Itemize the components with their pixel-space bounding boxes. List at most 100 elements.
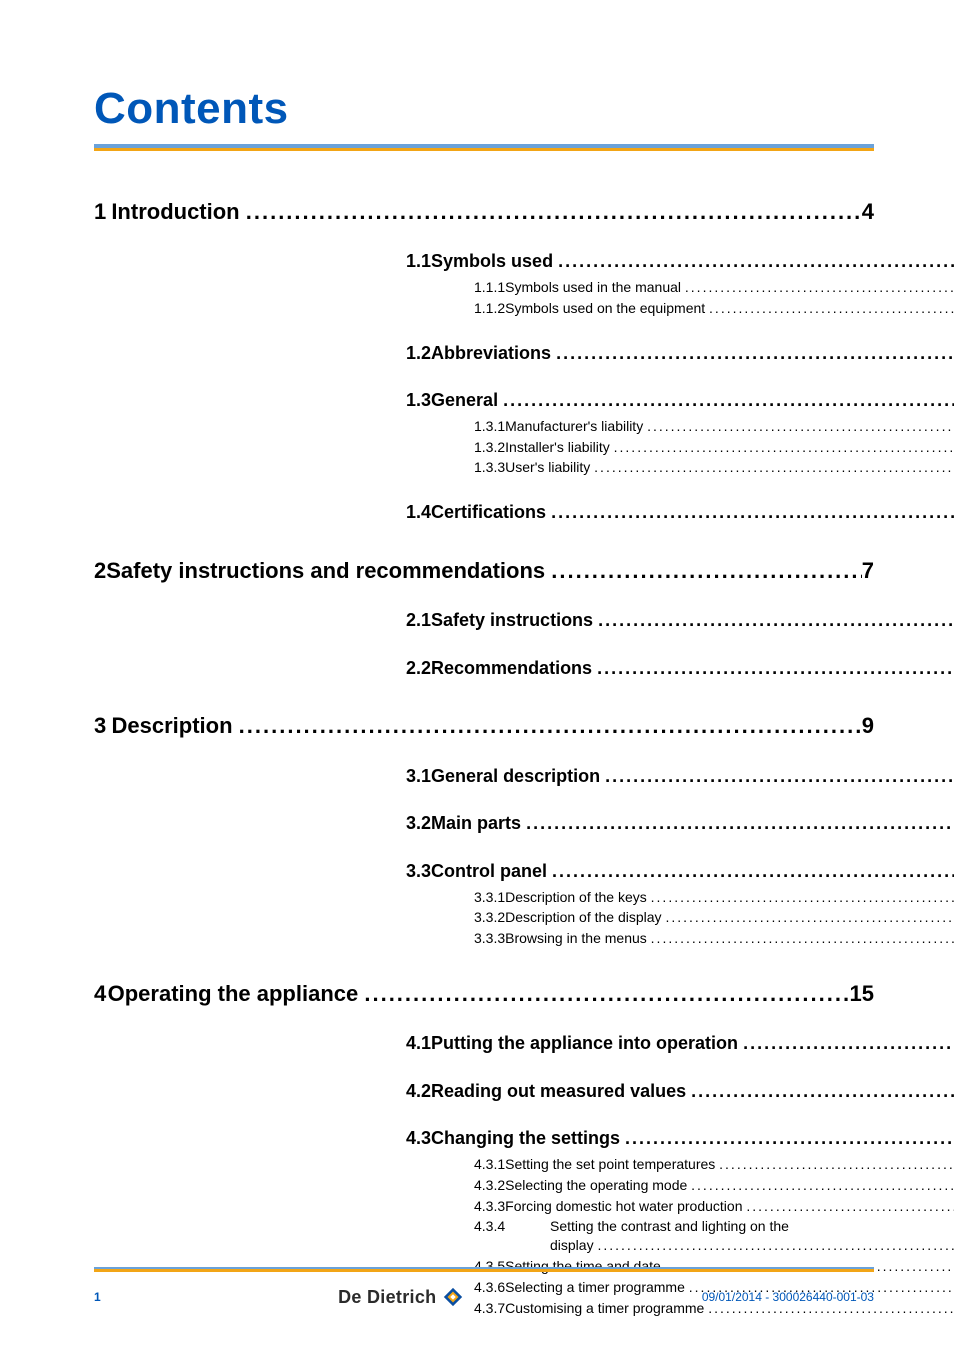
toc-entry-number: 3.2 xyxy=(406,813,431,835)
toc-leader xyxy=(743,1033,954,1055)
toc-leader xyxy=(709,300,954,317)
toc-section: 2.1Safety instructions 7 xyxy=(94,610,954,632)
toc-entry-number: 1.1 xyxy=(406,251,431,273)
toc-item: 1.3.1Manufacturer's liability 5 xyxy=(94,418,954,435)
toc-entry-label: General description xyxy=(431,766,600,788)
toc-chapter: 2Safety instructions and recommendations… xyxy=(94,558,874,584)
toc-leader xyxy=(691,1081,954,1103)
toc-leader xyxy=(651,930,954,947)
title-rule xyxy=(94,144,874,151)
toc-entry-number: 2 xyxy=(94,558,106,584)
page-title: Contents xyxy=(94,84,874,134)
toc-entry-number: 4.3.1 xyxy=(474,1156,505,1173)
table-of-contents: 1Introduction 41.1Symbols used 41.1.1Sym… xyxy=(94,199,874,1316)
footer-rule xyxy=(94,1267,874,1272)
toc-entry-label: Description of the keys xyxy=(505,889,647,906)
toc-entry-label: Certifications xyxy=(431,502,546,524)
toc-entry-number: 1.1.2 xyxy=(474,300,505,317)
toc-entry-number: 1.3.3 xyxy=(474,459,505,476)
toc-entry-number: 4.3.4 xyxy=(474,1218,550,1235)
toc-entry-label: Manufacturer's liability xyxy=(505,418,643,435)
toc-leader xyxy=(598,610,954,632)
toc-entry-label: Setting the set point temperatures xyxy=(505,1156,715,1173)
toc-chapter: 3Description 9 xyxy=(94,713,874,739)
toc-entry-number: 2.2 xyxy=(406,658,431,680)
toc-entry-number: 1.3 xyxy=(406,390,431,412)
footer-brand-text: De Dietrich xyxy=(338,1287,436,1308)
toc-item: 4.3.1Setting the set point temperatures … xyxy=(94,1156,954,1173)
toc-leader xyxy=(558,251,954,273)
toc-entry-label: Introduction xyxy=(111,199,239,225)
toc-leader xyxy=(685,279,954,296)
toc-entry-number: 4.3 xyxy=(406,1128,431,1150)
toc-section: 3.1General description 9 xyxy=(94,766,954,788)
toc-entry-label: Main parts xyxy=(431,813,521,835)
toc-entry-number: 2.1 xyxy=(406,610,431,632)
toc-entry-label: Putting the appliance into operation xyxy=(431,1033,738,1055)
toc-entry-label: Symbols used on the equipment xyxy=(505,300,705,317)
toc-item: 3.3.3Browsing in the menus 14 xyxy=(94,930,954,947)
toc-entry-label: Abbreviations xyxy=(431,343,551,365)
toc-entry-label: Installer's liability xyxy=(505,439,610,456)
toc-entry-number: 4.2 xyxy=(406,1081,431,1103)
toc-leader xyxy=(364,981,849,1007)
toc-entry-number: 4 xyxy=(94,981,108,1007)
toc-entry-number: 1.2 xyxy=(406,343,431,365)
toc-leader xyxy=(503,390,954,412)
toc-leader xyxy=(719,1156,954,1173)
toc-entry-label: Operating the appliance xyxy=(108,981,359,1007)
toc-leader xyxy=(597,1237,954,1254)
toc-entry-label: Control panel xyxy=(431,861,547,883)
toc-leader xyxy=(556,343,954,365)
toc-item: 4.3.2Selecting the operating mode 18 xyxy=(94,1177,954,1194)
footer-doc-ref: 09/01/2014 - 300026440-001-03 xyxy=(702,1290,874,1304)
toc-section: 3.3Control panel 10 xyxy=(94,861,954,883)
toc-entry-number: 3.3.3 xyxy=(474,930,505,947)
toc-entry-label: Selecting the operating mode xyxy=(505,1177,687,1194)
toc-entry-number: 4.1 xyxy=(406,1033,431,1055)
toc-chapter: 4Operating the appliance 15 xyxy=(94,981,874,1007)
toc-leader xyxy=(239,713,862,739)
toc-item: 3.3.2Description of the display 11 xyxy=(94,909,954,926)
toc-leader xyxy=(526,813,954,835)
toc-entry-label: User's liability xyxy=(505,459,590,476)
toc-entry-page: 9 xyxy=(862,713,874,739)
toc-entry-label: Description xyxy=(112,713,233,739)
toc-item: 1.3.3User's liability 6 xyxy=(94,459,954,476)
toc-entry-page: 7 xyxy=(862,558,874,584)
toc-entry-page: 15 xyxy=(850,981,874,1007)
toc-item-continuation: display 19 xyxy=(94,1237,954,1254)
toc-entry-label: Safety instructions xyxy=(431,610,593,632)
footer: 1 De Dietrich 09/01/2014 - 300026440-001… xyxy=(94,1286,874,1308)
toc-entry-number: 1 xyxy=(94,199,111,225)
toc-entry-label: Description of the display xyxy=(505,909,661,926)
toc-entry-number: 1.3.1 xyxy=(474,418,505,435)
toc-item: 1.1.2Symbols used on the equipment 4 xyxy=(94,300,954,317)
toc-leader xyxy=(551,558,862,584)
toc-leader xyxy=(665,909,954,926)
toc-entry-number: 3.1 xyxy=(406,766,431,788)
toc-entry-number: 4.3.3 xyxy=(474,1198,505,1215)
toc-entry-label: Forcing domestic hot water production xyxy=(505,1198,742,1215)
toc-leader xyxy=(551,502,954,524)
toc-item: 3.3.1Description of the keys 10 xyxy=(94,889,954,906)
toc-section: 4.3Changing the settings 17 xyxy=(94,1128,954,1150)
toc-item: 4.3.4Setting the contrast and lighting o… xyxy=(94,1218,954,1235)
toc-section: 1.4Certifications 6 xyxy=(94,502,954,524)
toc-leader xyxy=(597,658,954,680)
toc-section: 3.2Main parts 9 xyxy=(94,813,954,835)
toc-leader xyxy=(746,1198,954,1215)
toc-section: 2.2Recommendations 7 xyxy=(94,658,954,680)
toc-entry-number: 1.3.2 xyxy=(474,439,505,456)
toc-section: 4.2Reading out measured values 15 xyxy=(94,1081,954,1103)
toc-entry-label: Symbols used in the manual xyxy=(505,279,681,296)
toc-section: 1.2Abbreviations 5 xyxy=(94,343,954,365)
toc-entry-number: 3.3.2 xyxy=(474,909,505,926)
toc-entry-page: 4 xyxy=(862,199,874,225)
brand-logo-icon xyxy=(442,1286,464,1308)
toc-section: 1.3General 5 xyxy=(94,390,954,412)
toc-entry-label: Changing the settings xyxy=(431,1128,620,1150)
toc-entry-number: 3 xyxy=(94,713,112,739)
toc-leader xyxy=(594,459,954,476)
toc-leader xyxy=(651,889,954,906)
